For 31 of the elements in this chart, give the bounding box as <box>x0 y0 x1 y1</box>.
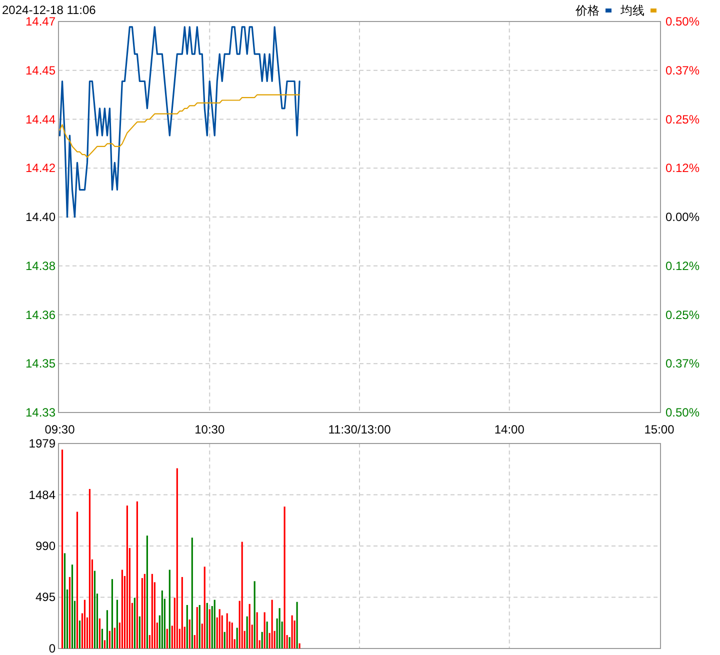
y2-tick-label: 0.37% <box>666 63 700 78</box>
y-tick-label: 1979 <box>28 436 56 450</box>
y2-tick-label: 0.00% <box>666 210 700 224</box>
y-tick-label: 14.44 <box>25 112 56 126</box>
y-tick-label: 14.42 <box>25 161 56 176</box>
y2-tick-label: 0.25% <box>666 308 700 322</box>
x-tick-label: 10:30 <box>194 422 225 436</box>
y2-tick-label: 0.37% <box>666 356 700 371</box>
y-tick-label: 14.47 <box>25 14 56 28</box>
y-tick-label: 14.36 <box>25 308 56 322</box>
y-tick-label: 0 <box>48 642 56 655</box>
y2-tick-label: 0.12% <box>666 258 700 273</box>
y-tick-label: 1484 <box>28 488 56 502</box>
y2-tick-label: 0.50% <box>666 14 700 28</box>
y2-tick-label: 0.50% <box>666 406 700 420</box>
y-tick-label: 14.38 <box>25 258 56 273</box>
y2-tick-label: 0.12% <box>666 161 700 176</box>
y-tick-label: 495 <box>35 590 56 604</box>
y-tick-label: 14.35 <box>25 356 56 371</box>
x-tick-label: 11:30/13:00 <box>328 422 392 436</box>
chart-title: 2024-12-18 11:06 <box>2 3 96 17</box>
legend-label: 价格 <box>574 4 600 18</box>
y-tick-label: 14.45 <box>25 63 56 78</box>
y2-tick-label: 0.25% <box>666 112 700 126</box>
y-tick-label: 990 <box>35 538 56 553</box>
x-tick-label: 14:00 <box>494 422 525 436</box>
x-tick-label: 09:30 <box>44 422 76 436</box>
x-tick-label: 15:00 <box>644 422 675 436</box>
legend-label: 均线 <box>620 4 644 18</box>
y-tick-label: 14.40 <box>25 210 56 224</box>
y-tick-label: 14.33 <box>25 406 56 420</box>
